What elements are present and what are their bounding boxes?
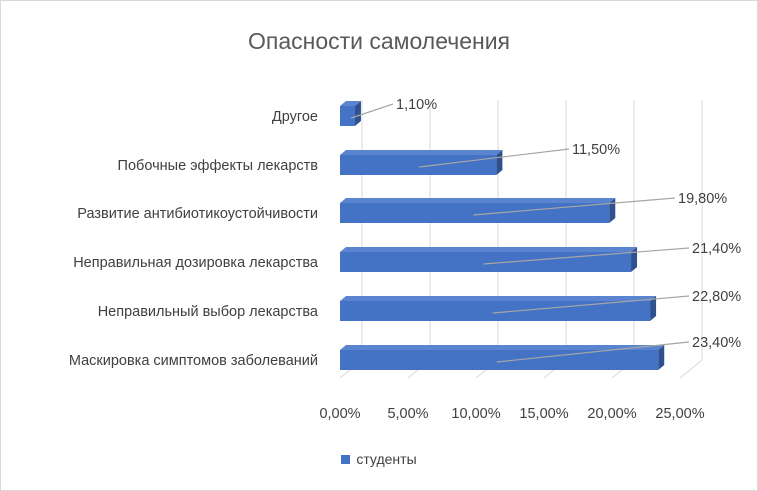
bar [340, 350, 659, 370]
x-tick-label: 25,00% [655, 406, 704, 422]
category-label: Развитие антибиотикоустойчивости [77, 206, 318, 222]
bar [340, 203, 610, 223]
bar [340, 252, 632, 272]
bar-top-face [340, 150, 503, 155]
x-tick-label: 20,00% [587, 406, 636, 422]
leader-line [350, 103, 394, 119]
leader-line [492, 295, 690, 314]
category-label: Побочные эффекты лекарств [118, 158, 319, 174]
bar-side-face [609, 198, 616, 223]
x-tick-label: 10,00% [451, 406, 500, 422]
chart-title: Опасности самолечения [247, 28, 511, 54]
bar-top-face [340, 296, 657, 301]
data-label: 22,80% [692, 289, 741, 305]
category-label: Маскировка симптомов заболеваний [69, 353, 318, 369]
legend-swatch [341, 455, 351, 464]
bar-top-face [340, 198, 616, 203]
leader-line [483, 247, 690, 265]
x-tick-label: 0,00% [319, 406, 360, 422]
leader-line [419, 148, 570, 168]
category-label: Неправильная дозировка лекарства [73, 255, 319, 271]
data-label: 23,40% [692, 335, 741, 351]
bar-top-face [340, 247, 638, 252]
bar [340, 106, 355, 126]
bar [340, 155, 497, 175]
x-tick-label: 5,00% [387, 406, 428, 422]
gridline-floor [679, 359, 703, 379]
data-label: 11,50% [572, 142, 620, 158]
bar-side-face [658, 345, 665, 370]
leader-line [496, 341, 690, 363]
bar-side-face [354, 101, 361, 126]
category-label: Другое [272, 109, 318, 125]
bar-side-face [650, 296, 657, 321]
x-tick-label: 15,00% [519, 406, 568, 422]
category-label: Неправильный выбор лекарства [98, 304, 319, 320]
legend: студенты [0, 451, 758, 467]
bar-top-face [340, 345, 665, 350]
bar-side-face [631, 247, 638, 272]
leader-line [473, 197, 676, 216]
bar-top-face [340, 101, 361, 106]
legend-label: студенты [356, 451, 417, 467]
bar-side-face [496, 150, 503, 175]
data-label: 1,10% [396, 97, 437, 113]
data-label: 19,80% [678, 191, 727, 207]
data-label: 21,40% [692, 241, 741, 257]
